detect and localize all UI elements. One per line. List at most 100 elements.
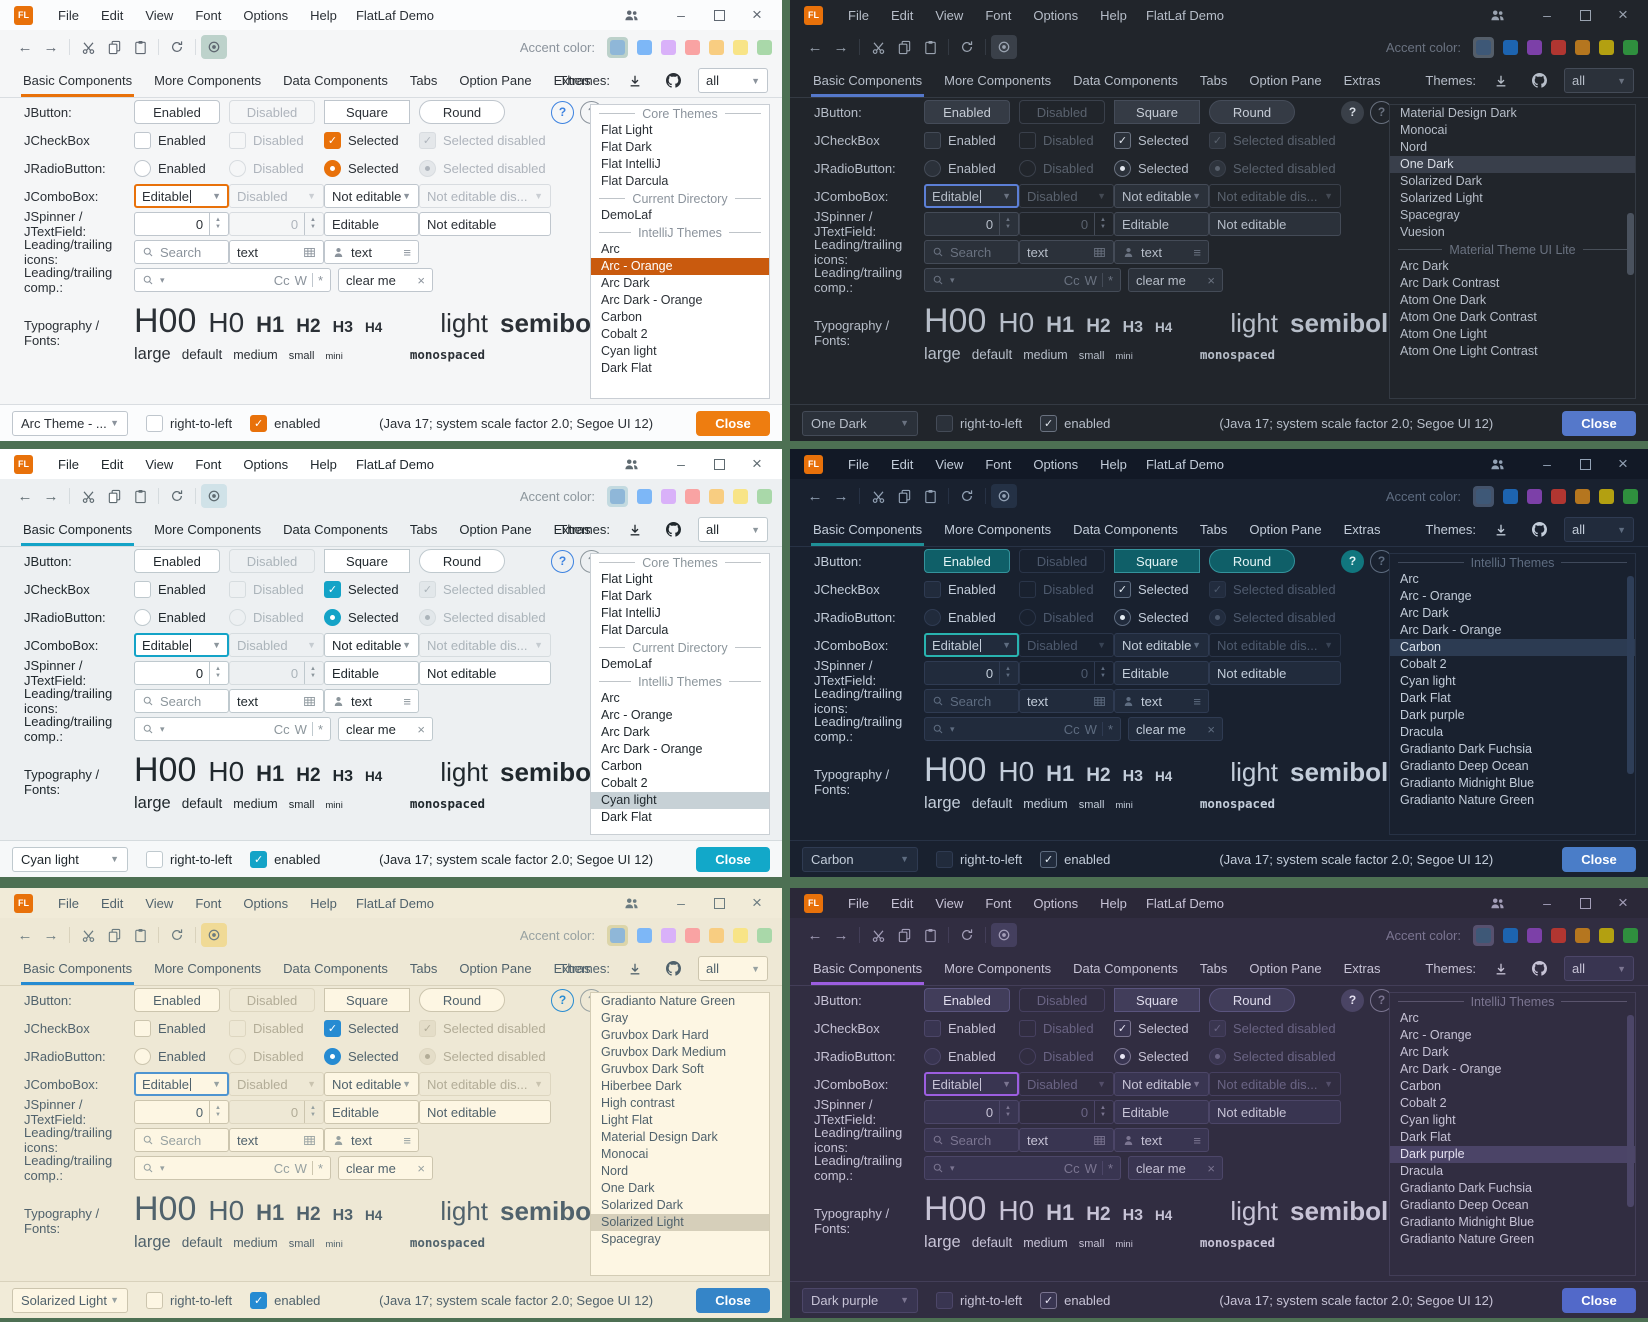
jbutton-square[interactable]: Square (324, 988, 410, 1012)
maximize-button[interactable] (1566, 1, 1604, 29)
spinner-enabled[interactable]: 0 ▲ ▼ (134, 661, 229, 685)
clearable-input[interactable]: clear me × (1128, 268, 1223, 292)
help-button[interactable]: ? (1341, 988, 1364, 1012)
accent-swatch-7[interactable] (1623, 488, 1638, 504)
themes-list[interactable]: IntelliJ Themes Arc Arc - Orange Arc Dark Ar… (1389, 992, 1636, 1276)
theme-list-item[interactable]: Monocai (1400, 123, 1448, 137)
combobox-not-editable-dis-[interactable]: Not editable dis... ▼ (419, 1072, 551, 1096)
forward-button[interactable]: → (43, 487, 59, 505)
tab-basic-components[interactable]: Basic Components (802, 952, 933, 985)
jbutton-square[interactable]: Square (1114, 100, 1200, 124)
tab-extras[interactable]: Extras (1343, 73, 1381, 88)
jbutton-enabled[interactable]: Enabled (134, 549, 220, 573)
regex-button[interactable]: * (317, 272, 323, 288)
enabled-checkbox[interactable]: ✓ enabled (250, 1291, 320, 1309)
cut-button[interactable] (75, 923, 101, 947)
close-button[interactable]: Close (1562, 410, 1636, 436)
theme-list-item[interactable]: Solarized Dark (1400, 174, 1482, 188)
regex-button[interactable]: * (317, 721, 323, 737)
accent-swatch-2[interactable] (1503, 488, 1518, 504)
tab-extras[interactable]: Extras (1343, 522, 1381, 537)
textfield-not-editable[interactable]: Not editable (1209, 212, 1341, 236)
jbutton-round[interactable]: Round (419, 100, 505, 124)
theme-list-item[interactable]: Arc - Orange (1400, 589, 1472, 603)
copy-button[interactable] (891, 923, 917, 947)
close-button[interactable]: Close (696, 410, 770, 436)
accent-swatch-6[interactable] (733, 927, 748, 943)
checkbox-disabled[interactable] (229, 1019, 246, 1037)
accent-swatch-3[interactable] (1527, 488, 1542, 504)
jbutton-round[interactable]: Round (1209, 988, 1295, 1012)
menu-file[interactable]: File (848, 7, 869, 23)
tab-basic-components[interactable]: Basic Components (802, 64, 933, 97)
checkbox-selected-disabled[interactable]: ✓ (1209, 131, 1226, 149)
theme-list-item[interactable]: Flat Dark (601, 589, 652, 603)
combobox-disabled[interactable]: Disabled ▼ (1019, 633, 1114, 657)
tab-extras[interactable]: Extras (553, 961, 591, 976)
download-themes-button[interactable] (622, 518, 648, 542)
search-input-with-options[interactable]: ▾ Cc W * (134, 1156, 331, 1180)
radio-selected-disabled[interactable] (419, 608, 436, 626)
text-input-with-person-icon[interactable]: text ≡ (324, 1128, 419, 1152)
theme-list-item[interactable]: Arc - Orange (591, 258, 769, 275)
search-input-with-options[interactable]: ▾ Cc W * (134, 268, 331, 292)
checkbox-disabled[interactable] (229, 580, 246, 598)
textfield-not-editable[interactable]: Not editable (1209, 1100, 1341, 1124)
checkbox-selected-disabled[interactable]: ✓ (1209, 580, 1226, 598)
jbutton-enabled[interactable]: Enabled (924, 549, 1010, 573)
theme-list-item[interactable]: Atom One Dark (1400, 293, 1487, 307)
accent-swatch-7[interactable] (757, 488, 772, 504)
textfield-not-editable[interactable]: Not editable (1209, 661, 1341, 685)
theme-list-item[interactable]: Carbon (1400, 1079, 1441, 1093)
checkbox-disabled[interactable] (229, 131, 246, 149)
menu-help[interactable]: Help (310, 7, 337, 23)
inspector-toggle-button[interactable] (201, 923, 227, 947)
combobox-editable[interactable]: Editable ▼ (134, 184, 229, 208)
jbutton-disabled[interactable]: Disabled (1019, 549, 1105, 573)
theme-list-item[interactable]: Material Design Dark (601, 1130, 718, 1144)
menu-font[interactable]: Font (195, 7, 222, 23)
github-button[interactable] (660, 69, 686, 93)
theme-selector-combobox[interactable]: Dark purple ▼ (802, 1287, 918, 1313)
refresh-button[interactable] (954, 484, 980, 508)
radio-selected-disabled[interactable] (419, 159, 436, 177)
theme-list-item[interactable]: Cobalt 2 (601, 776, 648, 790)
jbutton-disabled[interactable]: Disabled (1019, 100, 1105, 124)
close-window-button[interactable]: × (752, 5, 762, 24)
paste-button[interactable] (917, 35, 943, 59)
download-themes-button[interactable] (1488, 518, 1514, 542)
theme-list-item[interactable]: Arc (601, 691, 620, 705)
tab-option-pane[interactable]: Option Pane (459, 73, 532, 88)
refresh-button[interactable] (954, 35, 980, 59)
accent-swatch-5[interactable] (1575, 39, 1590, 55)
menu-font[interactable]: Font (985, 895, 1012, 911)
accent-swatch-1[interactable] (1476, 927, 1491, 943)
forward-button[interactable]: → (43, 38, 59, 56)
github-button[interactable] (660, 957, 686, 981)
accent-swatch-5[interactable] (709, 488, 724, 504)
theme-list-item[interactable]: Arc Dark - Orange (601, 742, 703, 756)
theme-list-item[interactable]: Cyan light (601, 344, 657, 358)
radio-enabled[interactable] (134, 608, 151, 626)
rtl-checkbox[interactable]: right-to-left (936, 850, 1022, 868)
tab-tabs[interactable]: Tabs (1199, 961, 1228, 976)
tab-data-components[interactable]: Data Components (1073, 961, 1178, 976)
tab-more-components[interactable]: More Components (944, 73, 1052, 88)
accent-swatch-3[interactable] (661, 39, 676, 55)
tab-basic-components[interactable]: Basic Components (12, 952, 143, 985)
combobox-not-editable-dis-[interactable]: Not editable dis... ▼ (1209, 1072, 1341, 1096)
forward-button[interactable]: → (43, 926, 59, 944)
accent-swatch-4[interactable] (685, 39, 700, 55)
text-input-with-person-icon[interactable]: text ≡ (1114, 689, 1209, 713)
theme-list-item[interactable]: High contrast (601, 1096, 675, 1110)
menu-font[interactable]: Font (195, 456, 222, 472)
radio-selected[interactable] (324, 159, 341, 177)
text-input-with-person-icon[interactable]: text ≡ (324, 240, 419, 264)
combobox-editable[interactable]: Editable ▼ (924, 184, 1019, 208)
search-input[interactable]: Search (924, 1128, 1019, 1152)
accent-swatch-1[interactable] (610, 488, 625, 504)
text-input-with-person-icon[interactable]: text ≡ (324, 689, 419, 713)
theme-selector-combobox[interactable]: One Dark ▼ (802, 410, 918, 436)
cut-button[interactable] (75, 35, 101, 59)
theme-list-item[interactable]: Flat IntelliJ (601, 157, 661, 171)
